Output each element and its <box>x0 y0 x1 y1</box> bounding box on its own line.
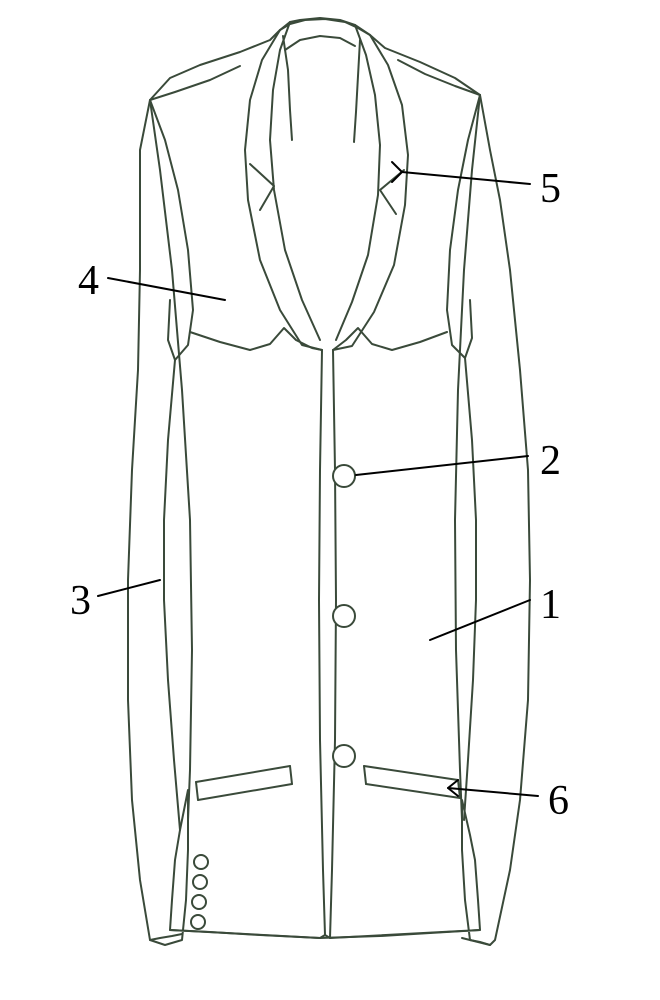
cuff-button-2 <box>193 875 207 889</box>
front-button-2 <box>333 605 355 627</box>
path-right-pocket-end1 <box>364 766 366 784</box>
path-left-side-seam <box>164 360 180 830</box>
callout-line-5 <box>402 172 530 184</box>
path-left-pocket-bottom <box>198 784 292 800</box>
path-left-yoke-seam <box>190 328 322 350</box>
figure-stage: 1 2 3 4 5 6 <box>0 0 660 1000</box>
callout-label-6: 6 <box>548 780 569 822</box>
path-left-pocket-end2 <box>290 766 292 784</box>
jacket-drawing <box>0 0 660 1000</box>
callout-label-4: 4 <box>78 260 99 302</box>
path-right-side-seam <box>464 358 476 820</box>
callout-line-4 <box>108 278 225 300</box>
callout-line-2 <box>356 456 528 475</box>
cuff-button-1 <box>194 855 208 869</box>
front-button-1 <box>333 465 355 487</box>
path-center-front-left <box>319 350 325 935</box>
cuff-button-4 <box>191 915 205 929</box>
front-button-3 <box>333 745 355 767</box>
callout-label-3: 3 <box>70 580 91 622</box>
path-right-sleeve-cuff <box>462 938 490 945</box>
path-right-shoulder-seam <box>398 60 480 95</box>
path-collar-back-inner <box>285 36 355 50</box>
callout-line-1 <box>430 600 530 640</box>
path-collar-stand-left <box>283 36 292 140</box>
path-right-pocket-bottom <box>366 784 460 798</box>
path-left-lapel-notch <box>250 164 274 210</box>
path-collar-stand-right <box>354 40 360 142</box>
callout-label-1: 1 <box>540 584 561 626</box>
path-right-pocket-top <box>364 766 458 780</box>
path-left-shoulder-seam <box>150 66 240 100</box>
path-left-sleeve-cuff <box>150 934 182 940</box>
path-right-lapel-notch <box>380 170 404 214</box>
path-center-front-right <box>330 350 336 938</box>
callout-label-2: 2 <box>540 440 561 482</box>
path-left-lapel-inner <box>270 22 320 340</box>
path-left-lapel-outer <box>245 30 322 350</box>
cuff-button-3 <box>192 895 206 909</box>
path-left-pocket-end1 <box>196 782 198 800</box>
path-right-sleeve-inner <box>455 95 480 820</box>
path-left-pocket-top <box>196 766 290 782</box>
callout-label-5: 5 <box>540 168 561 210</box>
path-right-lapel-outer <box>333 35 408 350</box>
